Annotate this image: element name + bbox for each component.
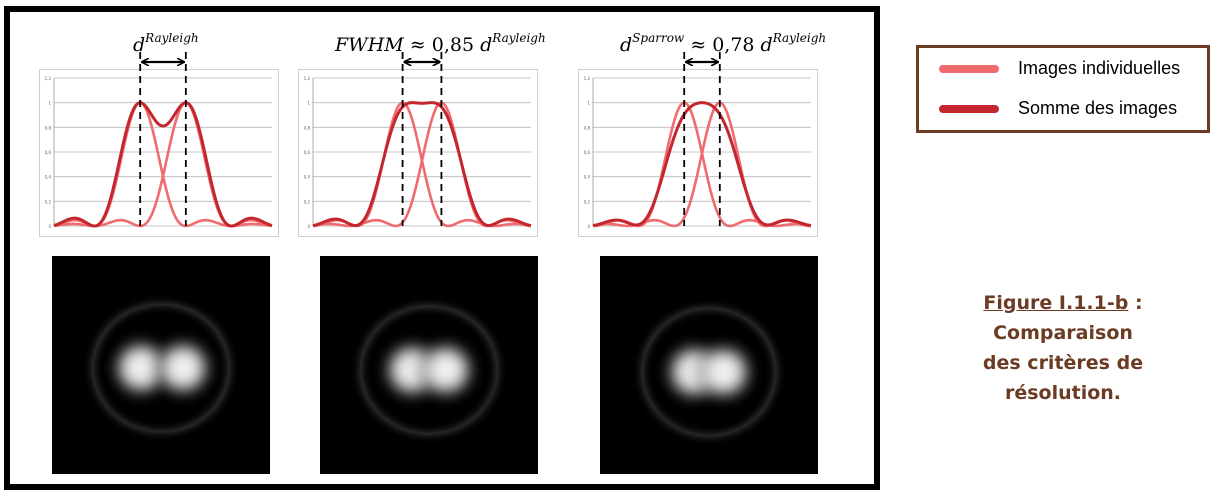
caption-text: Comparaison des critères de résolution. [982, 322, 1144, 404]
y-tick-label: 0,4 [584, 175, 591, 180]
psf-image-sparrow [600, 256, 818, 474]
psf-rayleigh-svg [69, 282, 253, 454]
plot-fwhm-svg: 0 0,2 0,4 0,6 0,8 1 1,2 [304, 76, 532, 229]
psf-spot [149, 334, 217, 402]
legend-swatch-sum [939, 105, 999, 113]
legend-item-individual: Images individuelles [919, 56, 1207, 82]
y-tick-label: 0,6 [304, 150, 311, 155]
y-tick-label: 0 [587, 224, 590, 229]
y-tick-label: 0,8 [584, 125, 591, 130]
label-sparrow: dSparrow ≈ 0,78 dRayleigh [620, 31, 827, 56]
y-tick-label: 1 [48, 101, 51, 106]
y-tick-label: 1 [307, 101, 310, 106]
legend-label-individual: Images individuelles [1018, 58, 1181, 78]
plot-sparrow-svg: 0 0,2 0,4 0,6 0,8 1 1,2 [584, 76, 812, 229]
y-tick-label: 0,6 [45, 150, 52, 155]
y-tick-label: 0 [48, 224, 51, 229]
y-tick-label: 0,8 [45, 125, 52, 130]
y-tick-label: 0,2 [584, 199, 591, 204]
legend: Images individuelles Somme des images [916, 45, 1210, 133]
y-tick-label: 0,6 [584, 150, 591, 155]
y-tick-label: 1,2 [304, 76, 311, 81]
y-tick-label: 0,8 [304, 125, 311, 130]
psf-sparrow-svg [619, 286, 799, 458]
plot-rayleigh-svg: 0 0,2 0,4 0,6 0,8 1 1,2 [45, 76, 273, 229]
y-tick-label: 1 [587, 101, 590, 106]
separation-arrows [139, 52, 721, 226]
series-sum [312, 101, 532, 227]
legend-item-sum: Somme des images [919, 96, 1207, 122]
y-tick-label: 0,4 [304, 175, 311, 180]
psf-spot [690, 338, 758, 406]
plot-sparrow: 0 0,2 0,4 0,6 0,8 1 1,2 [578, 69, 818, 237]
y-tick-label: 1,2 [584, 76, 591, 81]
series-sum [53, 101, 273, 228]
caption-colon: : [1128, 292, 1143, 314]
label-fwhm: FWHM ≈ 0,85 dRayleigh [335, 31, 546, 56]
psf-spot [412, 336, 480, 404]
psf-image-rayleigh [52, 256, 270, 474]
plot-fwhm: 0 0,2 0,4 0,6 0,8 1 1,2 [298, 69, 538, 237]
psf-fwhm-svg [337, 284, 521, 456]
y-tick-label: 0 [307, 224, 310, 229]
y-tick-label: 0,2 [45, 199, 52, 204]
legend-swatch-individual [939, 65, 999, 73]
caption-title: Figure I.1.1-b [983, 292, 1129, 314]
y-tick-label: 0,2 [304, 199, 311, 204]
y-tick-label: 1,2 [45, 76, 52, 81]
series-sum [592, 101, 812, 227]
y-tick-label: 0,4 [45, 175, 52, 180]
label-rayleigh: dRayleigh [133, 31, 199, 56]
legend-label-sum: Somme des images [1018, 98, 1178, 118]
figure-caption: Figure I.1.1-b : Comparaison des critère… [916, 288, 1210, 408]
plot-rayleigh: 0 0,2 0,4 0,6 0,8 1 1,2 [39, 69, 279, 237]
psf-image-fwhm [320, 256, 538, 474]
